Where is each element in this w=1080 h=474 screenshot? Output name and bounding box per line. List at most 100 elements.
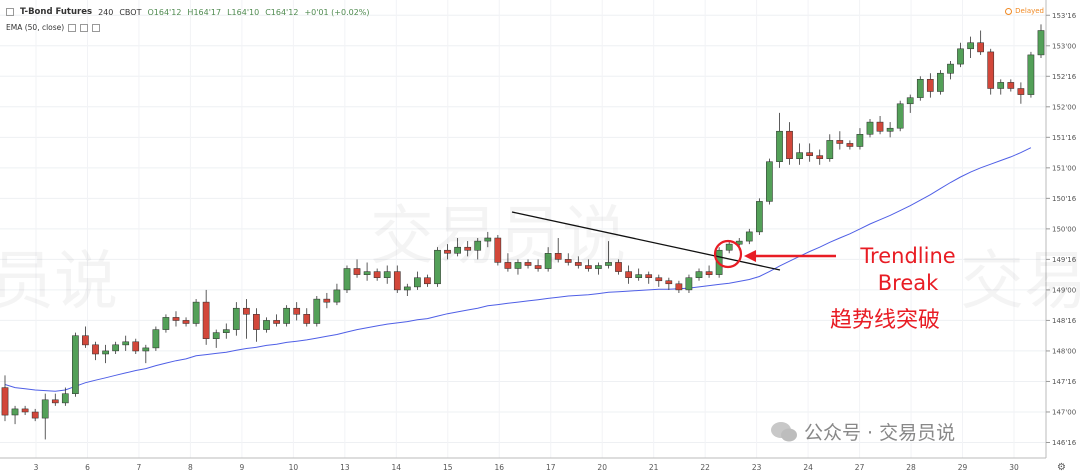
time-axis: 3 6 7 8 9 10 13 14 15 16 17 20 21 22 23 24 27 28 29 30 ⚙ <box>0 457 1066 473</box>
candle-up <box>414 277 421 288</box>
delayed-label: Delayed <box>1015 7 1044 15</box>
candle-down <box>273 320 280 324</box>
date-label: 15 <box>443 463 453 472</box>
candle-down <box>373 271 381 278</box>
candle-down <box>303 314 311 324</box>
date-label: 17 <box>546 463 556 472</box>
date-label: 20 <box>597 463 607 472</box>
candle-up <box>212 332 220 339</box>
candle-down <box>926 79 934 92</box>
candle-down <box>564 259 572 263</box>
candle-up <box>595 265 602 269</box>
symbol-name[interactable]: T-Bond Futures <box>20 7 93 17</box>
watermark-left: 员说 <box>0 230 118 322</box>
collapse-icon[interactable] <box>6 8 14 16</box>
exchange-label: CBOT <box>119 7 142 17</box>
candle-up <box>776 130 783 162</box>
candle-up <box>142 347 150 352</box>
date-label: 7 <box>137 463 142 472</box>
candle-up <box>152 329 160 349</box>
candle-down <box>253 314 260 330</box>
clock-icon <box>1005 7 1013 15</box>
candle-up <box>1027 54 1035 95</box>
interval-label[interactable]: 240 <box>98 7 114 17</box>
date-label: 3 <box>34 463 39 472</box>
candle-down <box>243 307 250 315</box>
candle-down <box>786 130 793 159</box>
candle-down <box>816 155 824 159</box>
low-value: L164'10 <box>227 7 260 17</box>
candle-up <box>11 408 19 416</box>
candle-down <box>675 283 683 291</box>
candle-up <box>906 97 914 105</box>
candle-down <box>585 265 592 269</box>
candle-down <box>625 271 632 278</box>
price-axis: 153'16 153'00 152'16 152'00 151'16 151'00 150'… <box>1045 0 1080 474</box>
candle-up <box>544 253 552 269</box>
candle-down <box>524 262 532 266</box>
candle-up <box>72 335 79 394</box>
candle-down <box>393 271 401 291</box>
candle-down <box>836 140 844 144</box>
candle-up <box>967 42 974 50</box>
price-label: 149'00 <box>1052 286 1076 294</box>
candle-up <box>866 121 874 135</box>
candle-down <box>92 344 99 355</box>
candle-up <box>695 271 703 278</box>
wechat-label: 公众号 · 交易员说 <box>804 422 956 444</box>
date-label: 16 <box>494 463 504 472</box>
date-label: 6 <box>85 463 90 472</box>
change-value: +0'01 (+0.02%) <box>304 7 370 17</box>
candle-down <box>665 280 673 285</box>
delayed-badge: Delayed <box>1005 7 1044 15</box>
annotation-chinese: 趋势线突破 <box>830 308 941 333</box>
settings-icon[interactable] <box>80 23 89 32</box>
annotation-break: Break <box>877 271 939 295</box>
candle-down <box>534 265 542 269</box>
price-label: 147'16 <box>1052 378 1077 386</box>
candle-up <box>947 63 954 74</box>
candle-up <box>162 317 170 330</box>
candle-up <box>333 289 341 303</box>
candle-up <box>484 237 492 242</box>
candles-layer <box>1 24 1045 440</box>
date-label: 30 <box>1009 463 1019 472</box>
candle-down <box>21 408 29 413</box>
candle-down <box>464 246 472 251</box>
candle-down <box>51 399 59 404</box>
candle-down <box>876 121 884 132</box>
candle-up <box>102 350 109 355</box>
candle-down <box>806 152 813 156</box>
candle-down <box>182 320 190 324</box>
trendline <box>511 211 781 271</box>
candle-up <box>222 329 230 333</box>
close-value: C164'12 <box>265 7 299 17</box>
candle-down <box>645 274 653 278</box>
close-icon[interactable] <box>92 23 101 32</box>
price-label: 147'00 <box>1052 408 1076 416</box>
candle-down <box>987 51 995 89</box>
indicator-label[interactable]: EMA (50, close) <box>6 23 65 32</box>
candle-up <box>112 344 119 352</box>
wechat-mark: 公众号 · 交易员说 <box>770 418 955 445</box>
watermark-right: 交易 <box>960 230 1080 322</box>
candle-up <box>605 262 612 266</box>
candle-down <box>494 237 502 263</box>
eye-icon[interactable] <box>68 23 77 32</box>
candle-up <box>474 240 482 251</box>
candle-up <box>514 262 522 269</box>
candle-up <box>383 271 391 278</box>
price-label: 148'16 <box>1052 317 1077 325</box>
candle-up <box>937 72 944 92</box>
candle-down <box>293 307 301 315</box>
gear-icon: ⚙ <box>1057 462 1066 473</box>
candle-up <box>61 393 69 404</box>
chart-header: T-Bond Futures 240 CBOT O164'12 H164'17 … <box>6 7 370 17</box>
indicator-row: EMA (50, close) <box>6 23 101 32</box>
candle-down <box>1 387 9 416</box>
candle-up <box>957 48 964 65</box>
candle-up <box>343 268 351 291</box>
date-label: 14 <box>392 463 402 472</box>
annotation-arrow-head <box>744 250 756 262</box>
